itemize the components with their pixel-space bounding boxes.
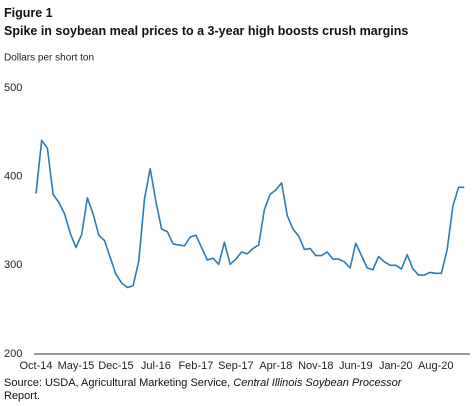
y-tick-label: 300: [4, 259, 22, 271]
data-line: [35, 139, 465, 289]
x-tick-label: May-15: [58, 360, 95, 372]
y-axis-label: Dollars per short ton: [4, 53, 94, 64]
figure-label: Figure 1: [4, 6, 53, 20]
x-tick-label: Jul-16: [141, 360, 171, 372]
source-prefix: Source: USDA, Agricultural Marketing Ser…: [4, 377, 234, 389]
y-tick-label: 400: [4, 171, 22, 183]
source-italic: Central Illinois Soybean Processor: [233, 377, 402, 389]
x-tick-label: Aug-20: [418, 360, 453, 372]
x-tick-label: Jun-19: [339, 360, 373, 372]
y-tick-label: 500: [4, 82, 22, 94]
x-tick-label: Dec-15: [98, 360, 133, 372]
x-tick-label: Oct-14: [19, 360, 52, 372]
source-suffix: Report.: [4, 390, 41, 402]
chart-title: Spike in soybean meal prices to a 3-year…: [4, 24, 409, 38]
x-tick-label: Apr-18: [259, 360, 292, 372]
x-tick-label: Feb-17: [178, 360, 213, 372]
x-tick-label: Nov-18: [298, 360, 333, 372]
x-tick-label: Sep-17: [218, 360, 253, 372]
chart: Dollars per short ton 200 300 400 500 Oct-14…: [4, 53, 470, 372]
x-tick-label: Jan-20: [379, 360, 413, 372]
source: Source: USDA, Agricultural Marketing Ser…: [4, 377, 404, 403]
y-tick-label: 200: [4, 348, 22, 360]
